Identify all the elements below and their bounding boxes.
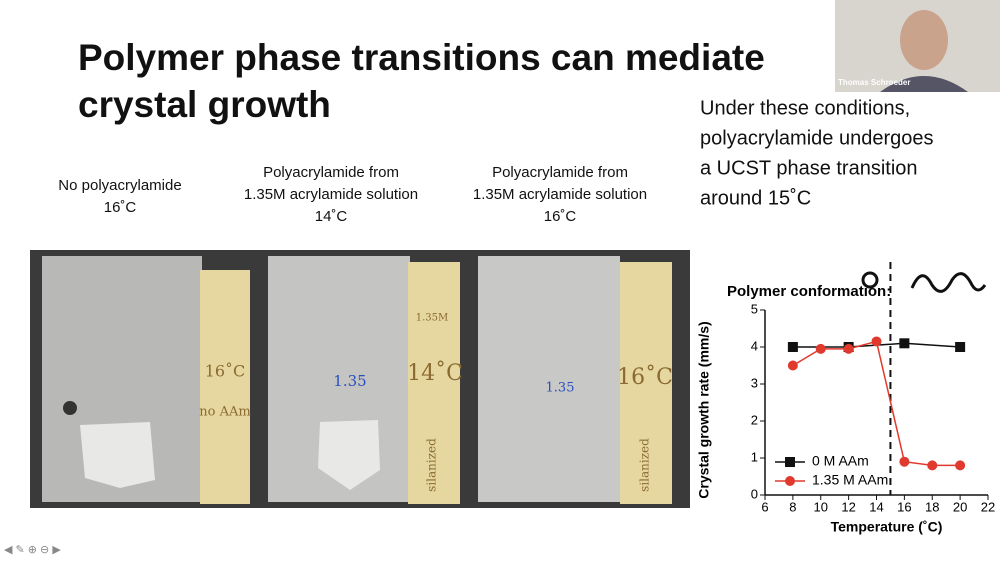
column-label: 16˚C — [544, 208, 577, 225]
column-label: 14˚C — [315, 208, 348, 225]
label-strip — [620, 262, 672, 504]
x-tick-label: 14 — [869, 499, 883, 514]
x-tick-label: 8 — [789, 499, 796, 514]
marker — [843, 343, 854, 354]
marker — [787, 360, 798, 371]
person-body — [880, 76, 968, 92]
y-tick-label: 0 — [751, 486, 758, 501]
y-tick-label: 2 — [751, 412, 758, 427]
legend-label: 1.35 M AAm — [812, 472, 888, 488]
label-strip — [200, 270, 250, 504]
annotation: Polymer conformation: — [727, 283, 891, 300]
column-label: 1.35M acrylamide solution — [473, 186, 647, 203]
toolbar-icons: ◀ ✎ ⊕ ⊖ ▶ — [4, 544, 61, 556]
person — [900, 10, 948, 70]
x-tick-label: 16 — [897, 499, 911, 514]
photo-label: silanized — [425, 438, 439, 492]
column-label: 1.35M acrylamide solution — [244, 186, 418, 203]
column-label: No polyacrylamide — [58, 177, 181, 194]
marker — [927, 460, 938, 471]
crystal — [318, 420, 380, 490]
photo-label: 14˚C — [407, 359, 463, 386]
marker — [899, 338, 910, 349]
legend-label: 0 M AAm — [812, 453, 869, 469]
label-strip — [408, 262, 460, 504]
x-axis-label: Temperature (˚C) — [831, 519, 943, 535]
side-text: Under these conditions, — [700, 97, 910, 119]
y-axis-label: Crystal growth rate (mm/s) — [696, 321, 712, 498]
photo-label: 1.35M — [416, 313, 449, 324]
photo-label: 1.35 — [546, 381, 575, 396]
toolbar: ◀ ✎ ⊕ ⊖ ▶ — [4, 544, 61, 556]
webcam: Thomas Schroeder — [835, 0, 1000, 92]
column-label: Polyacrylamide from — [263, 164, 399, 181]
slide-title: Polymer phase transitions can mediate — [78, 37, 765, 78]
y-tick-label: 3 — [751, 375, 758, 390]
x-tick-label: 22 — [981, 499, 995, 514]
x-tick-label: 10 — [814, 499, 828, 514]
webcam-name: Thomas Schroeder — [838, 78, 910, 87]
marker — [815, 343, 826, 354]
column-label: 16˚C — [104, 199, 137, 216]
marker — [955, 342, 966, 352]
photo-label: 1.35 — [333, 372, 366, 390]
y-tick-label: 4 — [751, 338, 758, 353]
marker — [955, 460, 966, 471]
side-text: around 15˚C — [700, 187, 811, 209]
photo-label: 16˚C — [617, 363, 673, 390]
photo — [30, 250, 690, 508]
x-tick-label: 18 — [925, 499, 939, 514]
legend-marker — [785, 457, 795, 467]
y-tick-label: 5 — [751, 301, 758, 316]
x-tick-label: 12 — [841, 499, 855, 514]
legend-marker — [785, 476, 795, 486]
y-tick-label: 1 — [751, 449, 758, 464]
photo-label: no AAm — [199, 405, 250, 420]
x-tick-label: 20 — [953, 499, 967, 514]
globule-icon — [861, 271, 879, 289]
column-label: Polyacrylamide from — [492, 164, 628, 181]
coil-icon — [910, 272, 987, 293]
panel — [478, 256, 620, 502]
marker — [787, 342, 798, 352]
x-tick-label: 6 — [761, 499, 768, 514]
side-text: a UCST phase transition — [700, 157, 918, 179]
slide-title: crystal growth — [78, 84, 331, 125]
marker — [871, 336, 882, 347]
bubble — [63, 401, 77, 415]
photo-label: 16˚C — [205, 362, 246, 381]
photo-label: silanized — [638, 438, 652, 492]
marker — [899, 456, 910, 467]
side-text: polyacrylamide undergoes — [700, 127, 933, 149]
crystal — [80, 422, 155, 488]
